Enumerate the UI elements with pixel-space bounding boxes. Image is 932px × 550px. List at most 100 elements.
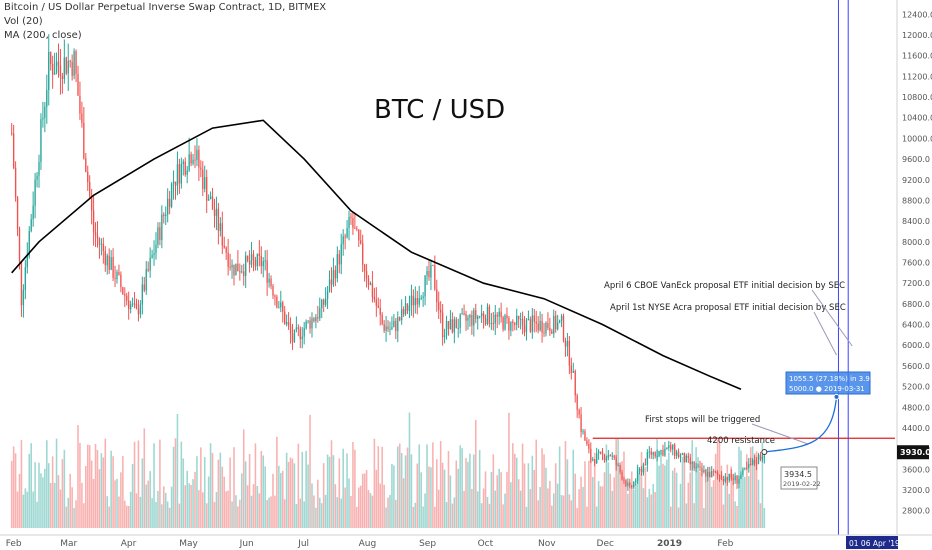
candle-body [580,414,582,432]
candle-body [225,247,227,253]
candle-body [480,313,483,317]
projection-start-point[interactable] [761,449,768,456]
candle-body [648,451,650,453]
candle-body [408,305,411,311]
volume-bar [172,446,175,528]
candle-body [237,263,239,272]
volume-bar [609,473,612,528]
candle-body [85,158,87,172]
volume-bar [593,452,596,528]
candle-body [268,278,270,283]
candle-body [406,303,409,311]
candle-body [165,214,167,217]
volume-bar [356,506,358,528]
volume-bar [389,494,391,528]
candle-body [609,455,611,457]
volume-bar [541,448,543,528]
price-tick-label: 8000.0 [902,238,930,247]
volume-bar [246,485,249,528]
volume-bar [576,507,578,528]
candle-body [465,313,467,321]
candle-body [568,340,571,366]
projection-info-line1: 1055.5 (27.18%) in 3.9 th [789,375,879,383]
volume-bar [506,471,508,528]
volume-bar [430,467,432,528]
candle-body [141,284,144,305]
volume-bar [492,454,495,528]
candle-body [672,444,674,450]
volume-bar [346,453,348,528]
candle-body [597,451,600,454]
volume-bar [278,465,280,528]
candle-body [260,255,262,267]
volume-bar [441,462,444,528]
volume-bar [157,490,159,528]
volume-bar [38,462,40,528]
candle-body [486,306,489,325]
candle-body [393,320,395,328]
annotation-arrow-nyse [813,311,837,356]
candle-body [714,472,717,474]
candle-body [644,464,647,466]
candle-body [498,311,500,317]
volume-bar [701,471,703,528]
volume-bar [398,443,401,528]
candle-body [360,240,362,244]
candle-body [284,311,286,325]
volume-bar [283,499,286,528]
volume-bar [198,490,200,528]
candle-body [634,480,637,482]
volume-bar [697,457,699,528]
candle-body [734,475,736,481]
volume-bar [580,476,582,528]
volume-bar [391,464,393,528]
candle-body [213,209,216,216]
volume-bar [687,482,690,528]
candle-body [264,260,266,262]
volume-bar [244,461,247,528]
volume-bar [597,481,600,528]
candle-body [204,177,206,189]
volume-bar [34,462,36,528]
volume-bar [116,478,118,528]
candle-body [525,320,528,333]
volume-bar [315,507,317,528]
candle-body [496,314,498,317]
volume-bar [69,473,71,528]
volume-bar [270,496,272,528]
volume-bar [757,479,760,528]
volume-bar [334,484,337,528]
candle-body [572,371,574,373]
candle-body [383,324,385,331]
chart-symbol-title: Bitcoin / US Dollar Perpetual Inverse Sw… [4,2,327,13]
projection-curve[interactable] [764,396,838,453]
candle-body [229,266,231,268]
candle-body [63,57,66,80]
candle-body [381,314,383,325]
volume-bar [363,473,366,528]
projection-end-point[interactable] [833,393,840,400]
candle-body [137,308,140,315]
candle-body [451,319,454,333]
volume-bar [28,453,31,528]
candle-body [147,269,149,271]
volume-bar [632,490,635,528]
volume-bar [98,469,101,528]
volume-bar [521,443,524,528]
volume-bar [560,495,563,528]
candle-body [377,305,379,308]
candle-body [607,455,610,458]
candle-body [436,289,438,303]
candle-body [231,264,233,268]
volume-bar [668,452,670,528]
candle-body [338,254,340,265]
candle-body [683,453,686,463]
candle-body [194,159,196,161]
volume-bar [358,487,360,528]
price-tick-label: 2800.0 [902,507,930,516]
volume-bar [248,454,251,528]
volume-bar [387,497,389,528]
volume-bar [285,452,288,528]
candle-body [447,321,450,329]
